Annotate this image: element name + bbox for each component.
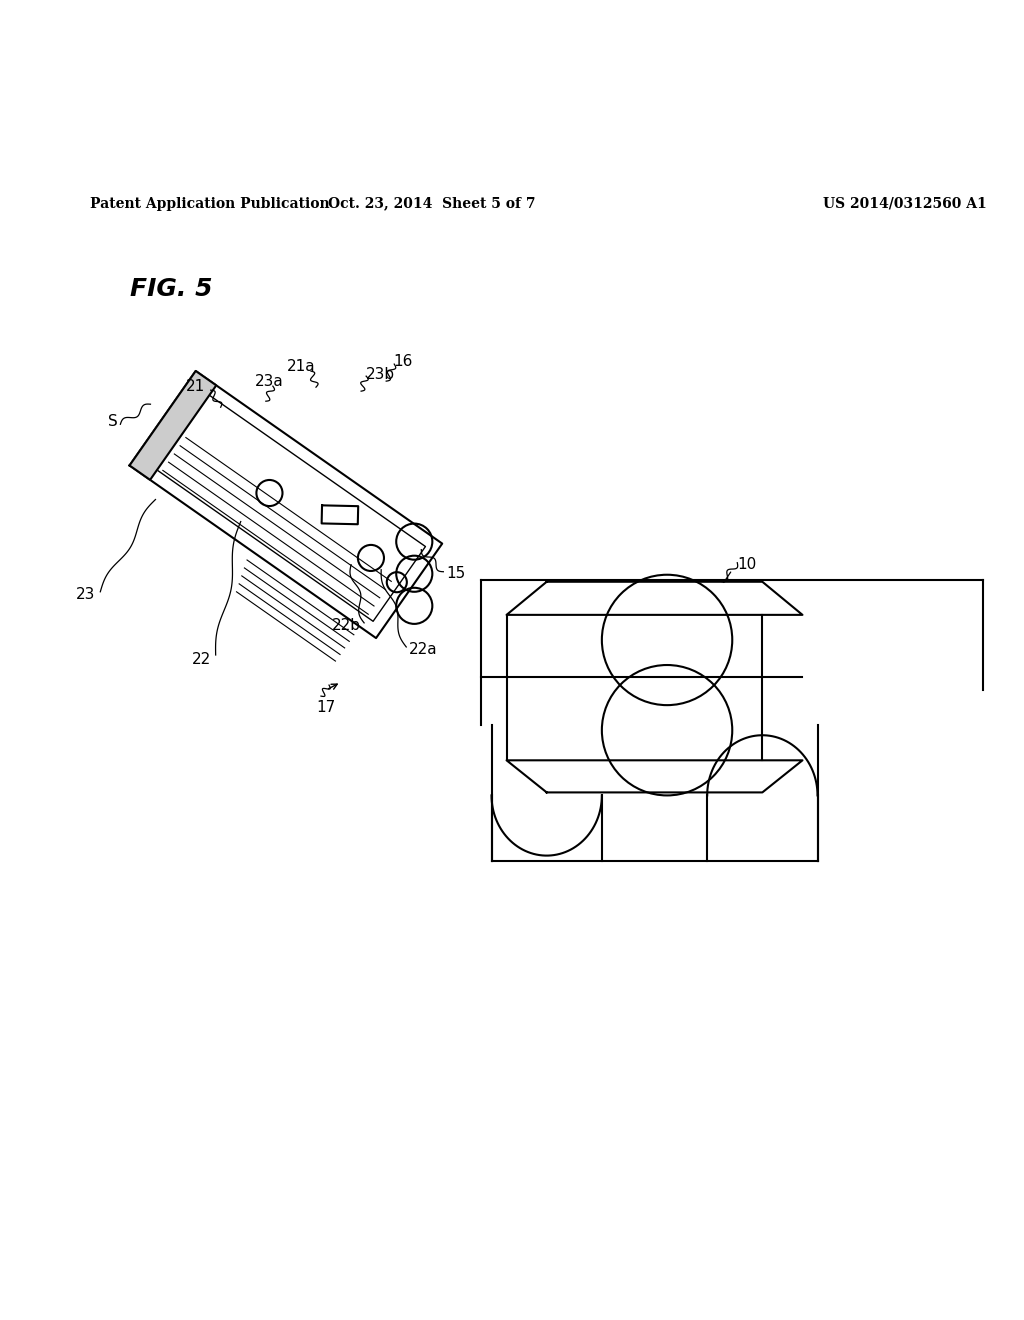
Text: Patent Application Publication: Patent Application Publication	[90, 197, 330, 211]
Text: S: S	[109, 413, 118, 429]
Text: 23: 23	[76, 587, 95, 602]
Text: 22: 22	[191, 652, 211, 668]
Text: 22a: 22a	[410, 643, 438, 657]
Text: 10: 10	[737, 557, 757, 572]
Text: 17: 17	[316, 700, 336, 715]
Text: Oct. 23, 2014  Sheet 5 of 7: Oct. 23, 2014 Sheet 5 of 7	[328, 197, 536, 211]
Text: US 2014/0312560 A1: US 2014/0312560 A1	[822, 197, 986, 211]
Text: 23b: 23b	[367, 367, 395, 381]
Text: 21a: 21a	[287, 359, 315, 374]
Text: 15: 15	[446, 566, 466, 581]
Text: 23a: 23a	[254, 374, 284, 388]
Polygon shape	[130, 371, 216, 480]
Text: 22b: 22b	[332, 618, 361, 634]
Text: 16: 16	[393, 354, 413, 368]
Text: FIG. 5: FIG. 5	[130, 277, 213, 301]
Text: 21: 21	[186, 379, 205, 393]
